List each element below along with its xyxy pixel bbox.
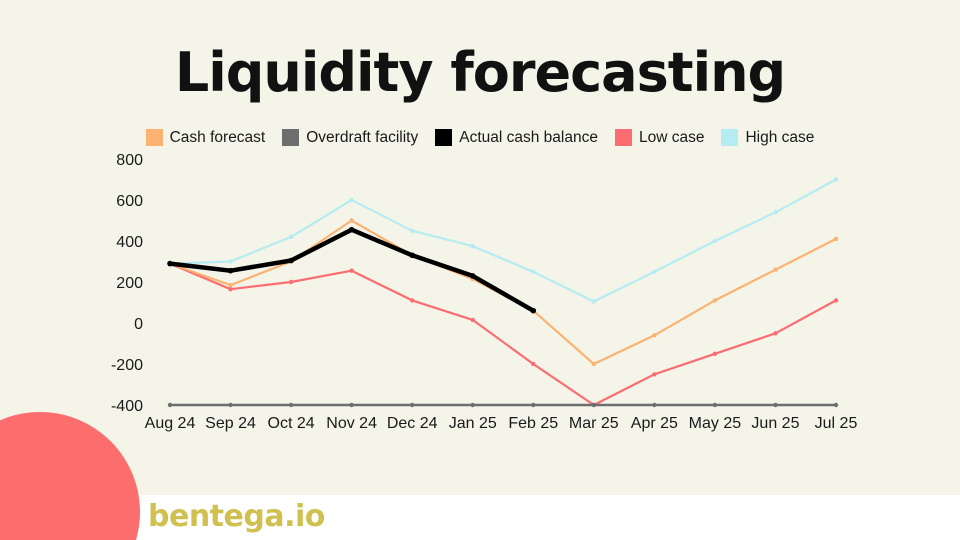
- legend-item[interactable]: Low case: [614, 129, 705, 146]
- series-actual-cash-balance: [167, 226, 537, 314]
- data-point[interactable]: [773, 210, 778, 215]
- chart-legend: Cash forecast Overdraft facility Actual ca…: [0, 129, 960, 146]
- page-title: Liquidity forecasting: [174, 41, 786, 104]
- legend-swatch-icon: [721, 129, 739, 146]
- series-line: [168, 262, 838, 407]
- data-point[interactable]: [410, 298, 415, 303]
- data-point[interactable]: [470, 317, 475, 323]
- data-point[interactable]: [409, 252, 416, 259]
- x-axis-tick-label: Feb 25: [508, 415, 558, 432]
- data-point[interactable]: [288, 234, 294, 240]
- data-point[interactable]: [228, 287, 233, 292]
- y-axis-tick-label: -400: [111, 398, 143, 415]
- x-axis-tick-label: Sep 24: [205, 415, 256, 432]
- data-point[interactable]: [833, 236, 839, 242]
- data-point[interactable]: [410, 402, 415, 408]
- data-point[interactable]: [833, 177, 839, 182]
- y-axis-tick-label: 200: [116, 275, 143, 292]
- data-point[interactable]: [228, 282, 233, 288]
- data-point[interactable]: [712, 351, 718, 356]
- data-point[interactable]: [591, 361, 596, 367]
- legend-swatch-icon: [614, 129, 632, 146]
- data-point[interactable]: [288, 402, 294, 408]
- data-point[interactable]: [470, 243, 475, 249]
- legend-swatch-icon: [282, 129, 300, 146]
- data-point[interactable]: [349, 402, 354, 408]
- legend-item-label: Actual cash balance: [459, 129, 598, 146]
- data-point[interactable]: [349, 218, 354, 223]
- x-axis-tick-label: Apr 25: [631, 415, 678, 432]
- x-axis-tick-label: Dec 24: [387, 415, 438, 432]
- data-point[interactable]: [591, 299, 596, 304]
- legend-item-label: Cash forecast: [169, 129, 266, 146]
- data-point[interactable]: [349, 268, 354, 273]
- data-point[interactable]: [530, 307, 537, 314]
- legend-item-label: Overdraft facility: [306, 129, 419, 146]
- data-point[interactable]: [652, 269, 657, 274]
- x-axis-tick-label: Jan 25: [449, 415, 497, 432]
- x-axis-tick-label: Oct 24: [268, 415, 315, 432]
- y-axis-tick-label: 0: [134, 316, 143, 333]
- data-point[interactable]: [773, 402, 778, 408]
- x-axis-tick-label: May 25: [689, 415, 742, 432]
- data-point[interactable]: [288, 257, 294, 264]
- data-point[interactable]: [591, 402, 596, 408]
- data-point[interactable]: [288, 279, 294, 285]
- data-point[interactable]: [833, 298, 839, 303]
- data-point[interactable]: [470, 402, 475, 408]
- footer-band: [0, 495, 960, 540]
- data-point[interactable]: [531, 269, 536, 274]
- series-overdraft-facility: [167, 402, 839, 408]
- legend-swatch-icon: [145, 129, 163, 146]
- legend-item[interactable]: Overdraft facility: [282, 129, 418, 146]
- data-point[interactable]: [469, 273, 476, 279]
- y-axis-tick-label: -200: [111, 357, 143, 374]
- y-axis-tick-label: 400: [116, 234, 143, 251]
- data-point[interactable]: [228, 259, 233, 264]
- series-line: [168, 178, 838, 303]
- legend-item[interactable]: High case: [721, 129, 814, 146]
- data-point[interactable]: [167, 260, 173, 267]
- data-point[interactable]: [167, 402, 173, 408]
- data-point[interactable]: [652, 402, 657, 408]
- legend-item[interactable]: Cash forecast: [145, 129, 266, 146]
- x-axis-tick-label: Mar 25: [569, 415, 619, 432]
- data-point[interactable]: [227, 267, 234, 274]
- data-point[interactable]: [652, 333, 657, 338]
- data-point[interactable]: [531, 361, 536, 367]
- x-axis-tick-label: Nov 24: [326, 415, 377, 432]
- y-axis-tick-label: 800: [116, 152, 143, 169]
- data-point[interactable]: [652, 372, 657, 377]
- data-point[interactable]: [773, 267, 778, 272]
- data-point[interactable]: [349, 197, 354, 203]
- data-point[interactable]: [531, 402, 536, 408]
- x-axis-tick-label: Jun 25: [751, 415, 799, 432]
- legend-item[interactable]: Actual cash balance: [435, 129, 598, 146]
- y-axis-tick-label: 600: [116, 193, 143, 210]
- data-point[interactable]: [228, 402, 233, 408]
- x-axis-tick-label: Jul 25: [815, 415, 858, 432]
- data-point[interactable]: [410, 228, 415, 233]
- legend-item-label: High case: [745, 129, 815, 146]
- data-point[interactable]: [833, 402, 839, 408]
- series-low-case: [167, 261, 839, 408]
- legend-item-label: Low case: [638, 129, 705, 146]
- data-point[interactable]: [712, 402, 718, 408]
- x-axis-tick-label: Aug 24: [145, 415, 196, 432]
- data-point[interactable]: [712, 238, 718, 244]
- legend-swatch-icon: [435, 129, 453, 146]
- data-point[interactable]: [773, 331, 778, 336]
- bentega-logo: bentega.io: [148, 499, 325, 534]
- data-point[interactable]: [348, 226, 355, 233]
- data-point[interactable]: [712, 298, 718, 303]
